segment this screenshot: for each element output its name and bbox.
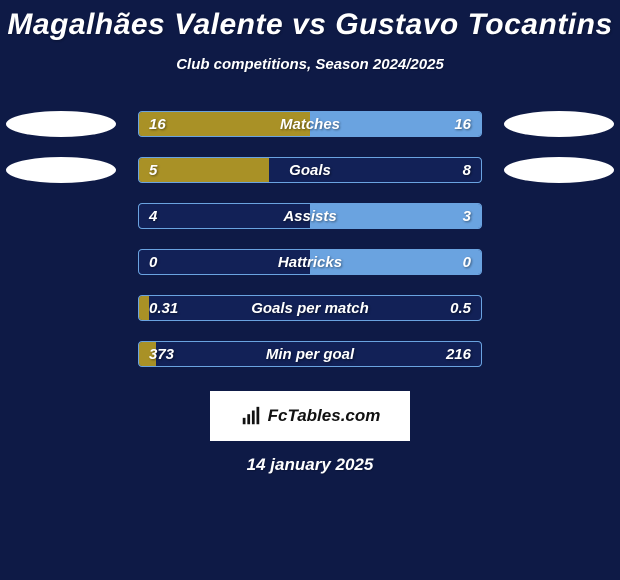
player-left-oval — [6, 157, 116, 183]
stat-bar: 0.31 0.5Goals per match — [138, 295, 482, 321]
stat-bar: 00Hattricks — [138, 249, 482, 275]
stat-row: 43Assists — [0, 193, 620, 239]
fctables-chart-icon — [240, 405, 262, 427]
stat-bar-fill-right — [310, 204, 481, 228]
stat-row: 0.31 0.5Goals per match — [0, 285, 620, 331]
stat-bar: 58Goals — [138, 157, 482, 183]
stat-bar: 43Assists — [138, 203, 482, 229]
stat-value-right: 8 — [463, 158, 471, 182]
stat-bar-fill-right — [310, 250, 481, 274]
stat-bar-fill-left — [139, 296, 149, 320]
stat-bar: 373216Min per goal — [138, 341, 482, 367]
infographic-date: 14 january 2025 — [0, 455, 620, 475]
stat-row: 373216Min per goal — [0, 331, 620, 377]
page-title: Magalhães Valente vs Gustavo Tocantins — [0, 8, 620, 42]
stat-row: 00Hattricks — [0, 239, 620, 285]
stat-row: 1616Matches — [0, 101, 620, 147]
stat-bar: 1616Matches — [138, 111, 482, 137]
player-right-oval — [504, 157, 614, 183]
comparison-infographic: Magalhães Valente vs Gustavo Tocantins C… — [0, 0, 620, 580]
logo-box: FcTables.com — [210, 391, 410, 441]
stat-label: Min per goal — [139, 342, 481, 366]
player-left-oval — [6, 111, 116, 137]
stat-value-left: 0 — [149, 250, 157, 274]
stat-bar-fill-left — [139, 158, 269, 182]
stat-value-right: 216 — [446, 342, 471, 366]
stat-bar-fill-left — [139, 112, 310, 136]
stat-rows-container: 1616Matches 58Goals 43Assists 00Hattricks 0.… — [0, 101, 620, 377]
stat-bar-fill-right — [310, 112, 481, 136]
stat-bar-fill-left — [139, 342, 156, 366]
page-subtitle: Club competitions, Season 2024/2025 — [0, 56, 620, 73]
stat-row: 58Goals — [0, 147, 620, 193]
stat-label: Goals per match — [139, 296, 481, 320]
stat-value-left: 4 — [149, 204, 157, 228]
logo-text: FcTables.com — [268, 406, 381, 426]
stat-value-right: 0.5 — [450, 296, 471, 320]
player-right-oval — [504, 111, 614, 137]
stat-value-left: 0.31 — [149, 296, 178, 320]
